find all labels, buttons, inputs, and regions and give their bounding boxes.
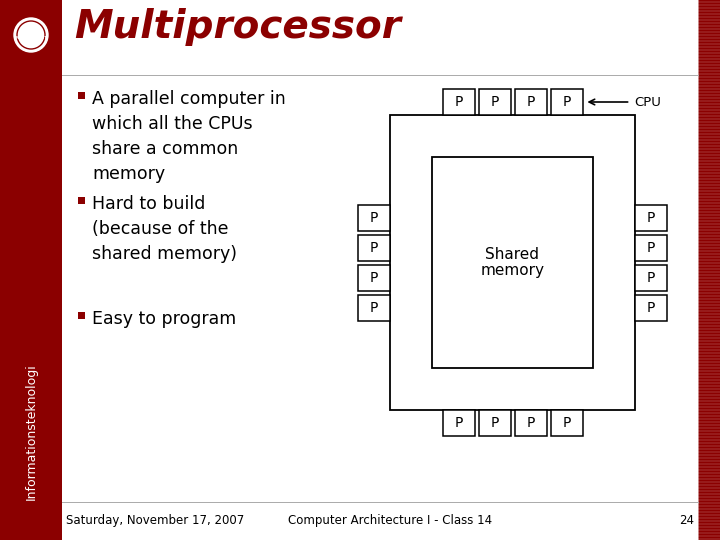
Text: P: P xyxy=(647,300,655,314)
Text: P: P xyxy=(490,95,499,109)
Bar xyxy=(635,294,667,321)
Bar xyxy=(551,89,582,115)
Bar xyxy=(358,205,390,231)
Circle shape xyxy=(14,18,48,52)
Text: P: P xyxy=(370,211,378,225)
Text: P: P xyxy=(647,211,655,225)
Text: P: P xyxy=(454,416,463,430)
Text: P: P xyxy=(526,416,535,430)
Text: P: P xyxy=(647,240,655,254)
Text: P: P xyxy=(370,240,378,254)
Bar xyxy=(443,89,474,115)
Text: UNIVERSITETET: UNIVERSITETET xyxy=(14,36,48,40)
Bar xyxy=(358,294,390,321)
Bar xyxy=(479,410,510,436)
Bar xyxy=(78,197,85,204)
Text: CPU: CPU xyxy=(634,96,662,109)
Text: P: P xyxy=(370,300,378,314)
Text: Computer Architecture I - Class 14: Computer Architecture I - Class 14 xyxy=(288,514,492,527)
Text: P: P xyxy=(454,95,463,109)
Bar xyxy=(358,234,390,260)
Bar xyxy=(78,92,85,99)
Text: Saturday, November 17, 2007: Saturday, November 17, 2007 xyxy=(66,514,244,527)
Text: P: P xyxy=(647,271,655,285)
Bar xyxy=(78,312,85,319)
Bar xyxy=(635,205,667,231)
Bar xyxy=(358,265,390,291)
Text: Informationsteknologi: Informationsteknologi xyxy=(24,363,37,500)
Text: Shared: Shared xyxy=(485,247,539,262)
Bar xyxy=(479,89,510,115)
Bar xyxy=(443,410,474,436)
Bar xyxy=(390,115,635,410)
Text: P: P xyxy=(562,95,571,109)
Bar xyxy=(551,410,582,436)
Text: Multiprocessor: Multiprocessor xyxy=(74,8,401,46)
Text: P: P xyxy=(526,95,535,109)
Text: memory: memory xyxy=(480,263,544,278)
Text: Easy to program: Easy to program xyxy=(92,310,236,328)
Bar xyxy=(432,157,593,368)
Text: A parallel computer in
which all the CPUs
share a common
memory: A parallel computer in which all the CPU… xyxy=(92,90,286,183)
Bar xyxy=(515,89,546,115)
Text: P: P xyxy=(562,416,571,430)
Text: UPPSALA: UPPSALA xyxy=(19,30,42,34)
Bar xyxy=(635,265,667,291)
Bar xyxy=(635,234,667,260)
Bar xyxy=(515,410,546,436)
Text: Hard to build
(because of the
shared memory): Hard to build (because of the shared mem… xyxy=(92,195,237,263)
Text: P: P xyxy=(370,271,378,285)
Text: P: P xyxy=(490,416,499,430)
Bar xyxy=(0,0,62,540)
Text: 24: 24 xyxy=(679,514,694,527)
